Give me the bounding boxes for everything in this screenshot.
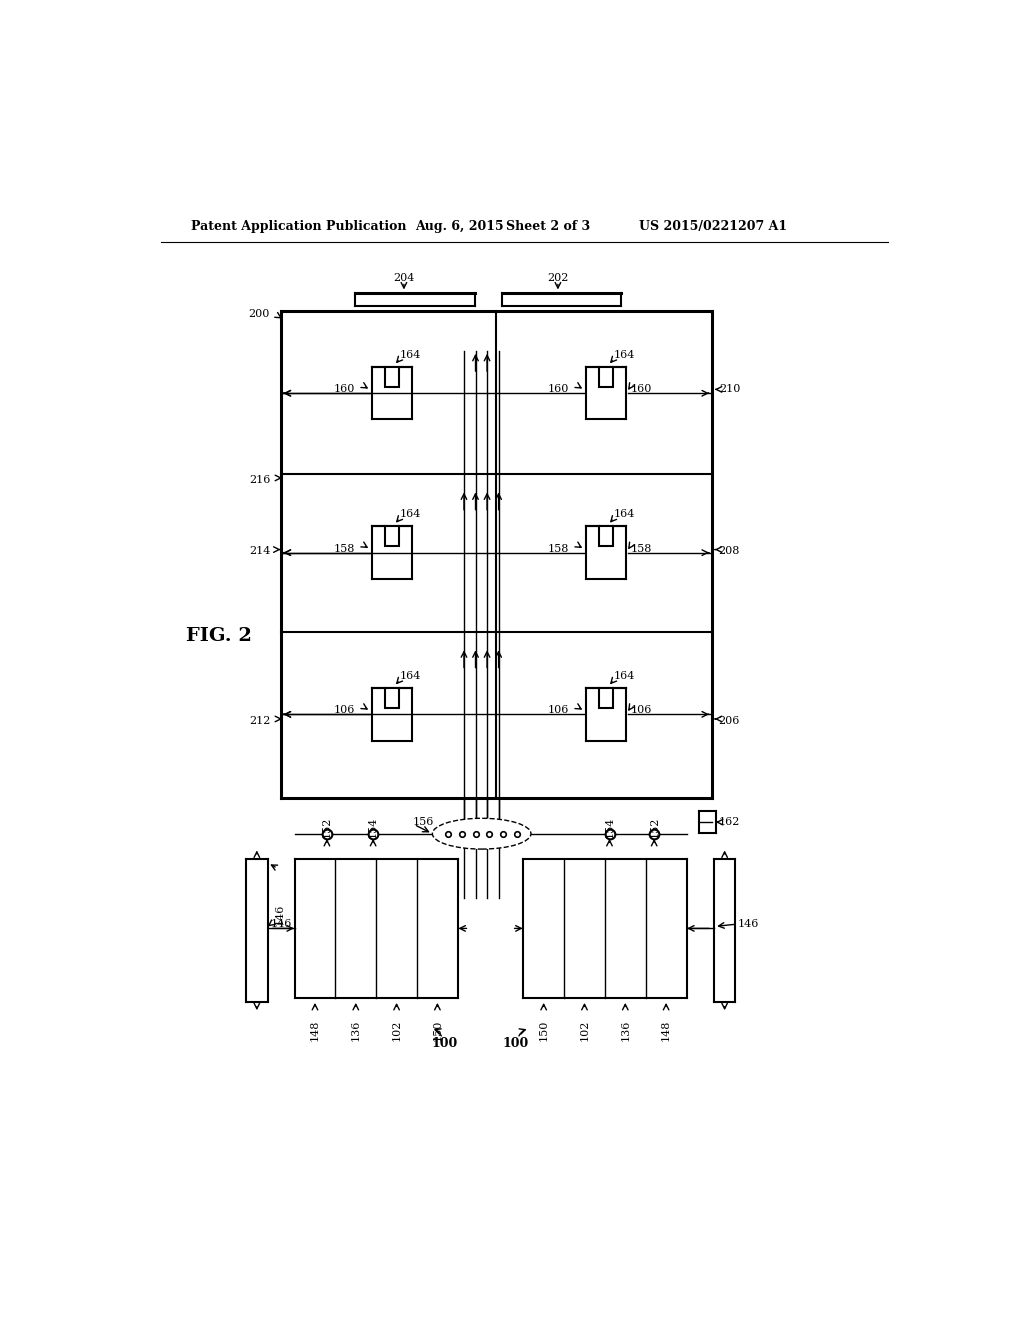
Text: 152: 152 [649,817,659,838]
Text: 106: 106 [548,705,569,715]
Text: 158: 158 [631,544,652,554]
Text: 106: 106 [631,705,652,715]
Text: 160: 160 [631,384,652,395]
Text: 204: 204 [393,273,415,282]
Text: 146: 146 [738,919,760,929]
Text: 106: 106 [334,705,355,715]
Text: 164: 164 [400,671,422,681]
Bar [385,367,399,387]
Text: 154: 154 [604,817,614,838]
Text: 210: 210 [720,384,741,395]
Text: US 2015/0221207 A1: US 2015/0221207 A1 [639,219,786,232]
Text: 164: 164 [614,510,636,519]
Text: 212: 212 [249,715,270,726]
Text: 148: 148 [310,1019,319,1040]
Text: 164: 164 [614,350,636,360]
Text: 146: 146 [270,919,292,929]
Text: 160: 160 [334,384,355,395]
Text: 150: 150 [539,1019,549,1040]
Bar [385,688,399,708]
Text: 156: 156 [413,817,434,828]
Text: 148: 148 [662,1019,671,1040]
Text: 164: 164 [614,671,636,681]
Text: 136: 136 [621,1019,631,1040]
Text: 154: 154 [368,817,378,838]
Text: Patent Application Publication: Patent Application Publication [190,219,407,232]
Text: 202: 202 [547,273,568,282]
Text: 100: 100 [503,1038,528,1051]
Text: 200: 200 [248,309,269,319]
Text: 100: 100 [431,1038,458,1051]
Text: 208: 208 [718,546,739,556]
Text: 152: 152 [322,817,332,838]
Text: 162: 162 [719,817,740,828]
Ellipse shape [432,818,531,849]
Text: 150: 150 [432,1019,442,1040]
Bar [385,527,399,546]
Text: 102: 102 [580,1019,590,1040]
Text: 158: 158 [334,544,355,554]
Text: 164: 164 [400,350,422,360]
Bar [599,527,613,546]
Text: 216: 216 [249,475,270,486]
Text: Sheet 2 of 3: Sheet 2 of 3 [506,219,591,232]
Bar [599,367,613,387]
Text: 214: 214 [249,546,270,556]
Text: 158: 158 [548,544,569,554]
Text: 164: 164 [400,510,422,519]
Text: 146: 146 [274,904,285,925]
Text: 102: 102 [391,1019,401,1040]
Text: 160: 160 [548,384,569,395]
Text: Aug. 6, 2015: Aug. 6, 2015 [416,219,504,232]
Text: 136: 136 [351,1019,360,1040]
Text: 206: 206 [718,715,739,726]
Bar [599,688,613,708]
Text: FIG. 2: FIG. 2 [186,627,252,644]
